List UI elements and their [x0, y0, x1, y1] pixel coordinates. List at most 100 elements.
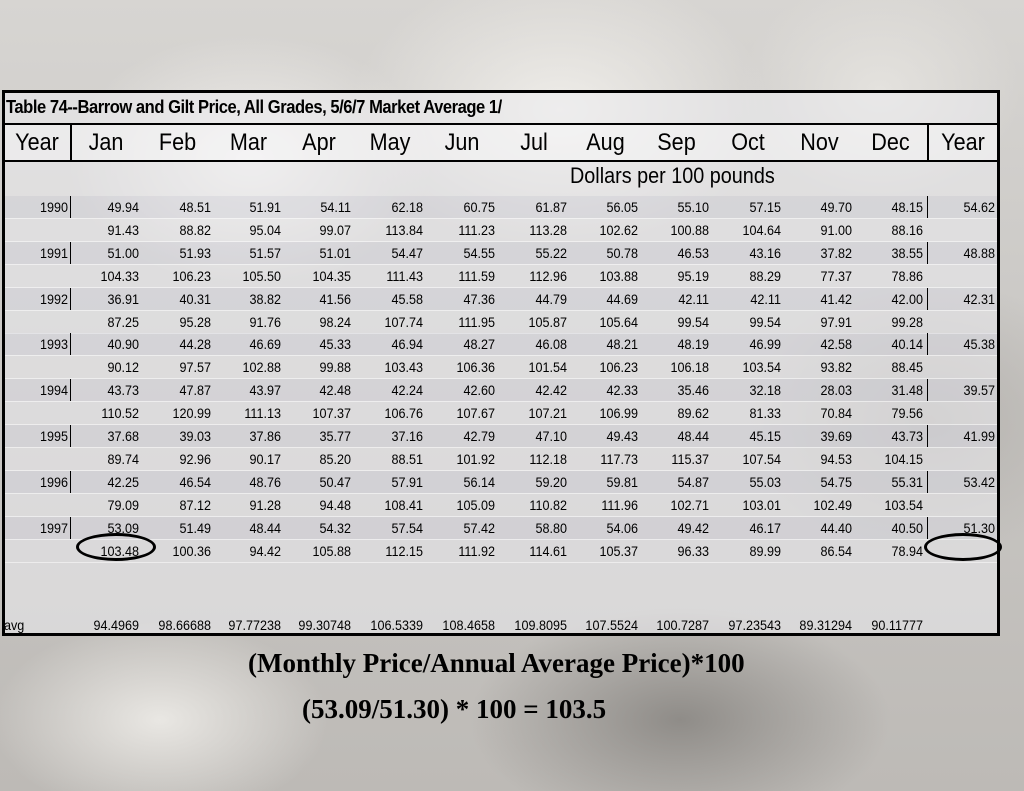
row-divider: [5, 309, 997, 311]
value-cell: 42.11: [678, 290, 709, 307]
value-cell: 44.28: [179, 336, 211, 353]
annual-divider: [927, 516, 928, 539]
value-cell: 111.92: [458, 542, 495, 559]
highlight-oval-jan-1997: [76, 533, 156, 561]
value-cell: 85.20: [319, 450, 351, 467]
row-divider: [5, 447, 997, 448]
value-cell: 54.11: [320, 199, 351, 215]
year-divider: [70, 241, 71, 264]
value-cell: 112.15: [385, 542, 423, 559]
column-header: Oct: [731, 129, 765, 156]
value-cell: 55.03: [749, 473, 781, 490]
value-cell: 62.18: [391, 199, 423, 215]
year-cell: [11, 311, 68, 333]
avg-cell: 108.4658: [442, 617, 495, 633]
value-cell: 105.88: [312, 542, 351, 559]
value-cell: 53.09: [107, 519, 139, 536]
value-cell: 103.43: [384, 359, 423, 376]
value-cell: 79.09: [107, 496, 139, 513]
annual-cell: 54.62: [963, 199, 995, 215]
avg-cell: 109.8095: [514, 617, 567, 633]
annual-divider: [927, 379, 928, 402]
year-cell: [11, 494, 68, 516]
value-cell: 51.91: [249, 199, 281, 215]
row-divider: [5, 332, 997, 334]
year-cell: 1991: [39, 244, 68, 261]
value-cell: 57.54: [391, 519, 423, 536]
row-divider: [5, 263, 997, 265]
value-cell: 113.84: [385, 221, 423, 238]
value-cell: 89.99: [749, 542, 781, 559]
value-cell: 106.18: [670, 359, 709, 376]
value-cell: 45.15: [749, 428, 781, 444]
avg-cell: 99.30748: [298, 617, 351, 633]
value-cell: 99.07: [319, 221, 351, 238]
value-cell: 42.11: [750, 290, 781, 307]
annual-cell: [936, 402, 995, 424]
value-cell: 99.54: [749, 313, 781, 330]
value-cell: 88.82: [179, 221, 211, 238]
value-cell: 42.58: [820, 336, 852, 353]
value-cell: 105.37: [599, 542, 638, 559]
value-cell: 46.53: [677, 244, 709, 261]
value-cell: 54.87: [677, 473, 709, 490]
value-cell: 102.49: [813, 496, 852, 513]
column-header: May: [369, 129, 411, 156]
value-cell: 106.36: [456, 359, 495, 376]
value-cell: 41.56: [319, 290, 351, 307]
column-header: Aug: [586, 129, 625, 156]
annual-cell: 51.30: [963, 519, 995, 536]
column-header: Feb: [158, 129, 197, 156]
value-cell: 51.93: [179, 244, 211, 261]
year-cell: [11, 402, 68, 424]
annual-cell: 39.57: [963, 382, 995, 399]
value-cell: 111.59: [458, 267, 495, 284]
value-cell: 31.48: [891, 382, 923, 399]
value-cell: 35.46: [677, 382, 709, 399]
value-cell: 39.03: [179, 428, 211, 444]
year-cell: 1990: [39, 199, 68, 215]
year-divider: [70, 425, 71, 447]
value-cell: 38.55: [891, 244, 923, 261]
avg-cell: 97.23543: [728, 617, 781, 633]
year-cell: 1995: [39, 428, 68, 444]
value-cell: 49.70: [820, 199, 852, 215]
value-cell: 117.73: [600, 450, 638, 467]
year-col-rule: [70, 124, 72, 162]
formula-line-1: (Monthly Price/Annual Average Price)*100: [248, 648, 745, 678]
year-divider: [70, 516, 71, 539]
header-top-rule: [5, 123, 997, 125]
table-row: [5, 379, 997, 402]
year-cell: [11, 356, 68, 378]
value-cell: 40.14: [891, 336, 923, 353]
value-cell: 95.28: [179, 313, 211, 330]
annual-cell: [936, 311, 995, 333]
value-cell: 51.00: [107, 244, 139, 261]
value-cell: 91.28: [249, 496, 281, 513]
value-cell: 114.61: [529, 542, 567, 559]
value-cell: 96.33: [677, 542, 709, 559]
value-cell: 28.03: [820, 382, 852, 399]
value-cell: 37.86: [249, 428, 281, 444]
value-cell: 99.54: [677, 313, 709, 330]
annual-divider: [927, 287, 928, 310]
value-cell: 44.79: [535, 290, 567, 307]
value-cell: 40.90: [107, 336, 139, 353]
value-cell: 45.58: [391, 290, 423, 307]
value-cell: 42.42: [535, 382, 567, 399]
value-cell: 54.32: [319, 519, 351, 536]
value-cell: 81.33: [749, 405, 781, 422]
formula-line-2: (53.09/51.30) * 100 = 103.5: [302, 694, 607, 724]
annual-cell: 53.42: [963, 473, 995, 490]
value-cell: 49.42: [677, 519, 709, 536]
column-header: Jan: [88, 129, 124, 156]
value-cell: 91.43: [107, 221, 139, 238]
value-cell: 43.73: [891, 428, 923, 444]
annual-cell: 48.88: [963, 244, 995, 261]
value-cell: 106.99: [599, 405, 638, 422]
row-divider: [5, 561, 997, 563]
value-cell: 110.52: [101, 405, 139, 422]
value-cell: 77.37: [820, 267, 852, 284]
row-divider: [5, 538, 997, 540]
value-cell: 47.10: [535, 428, 567, 444]
